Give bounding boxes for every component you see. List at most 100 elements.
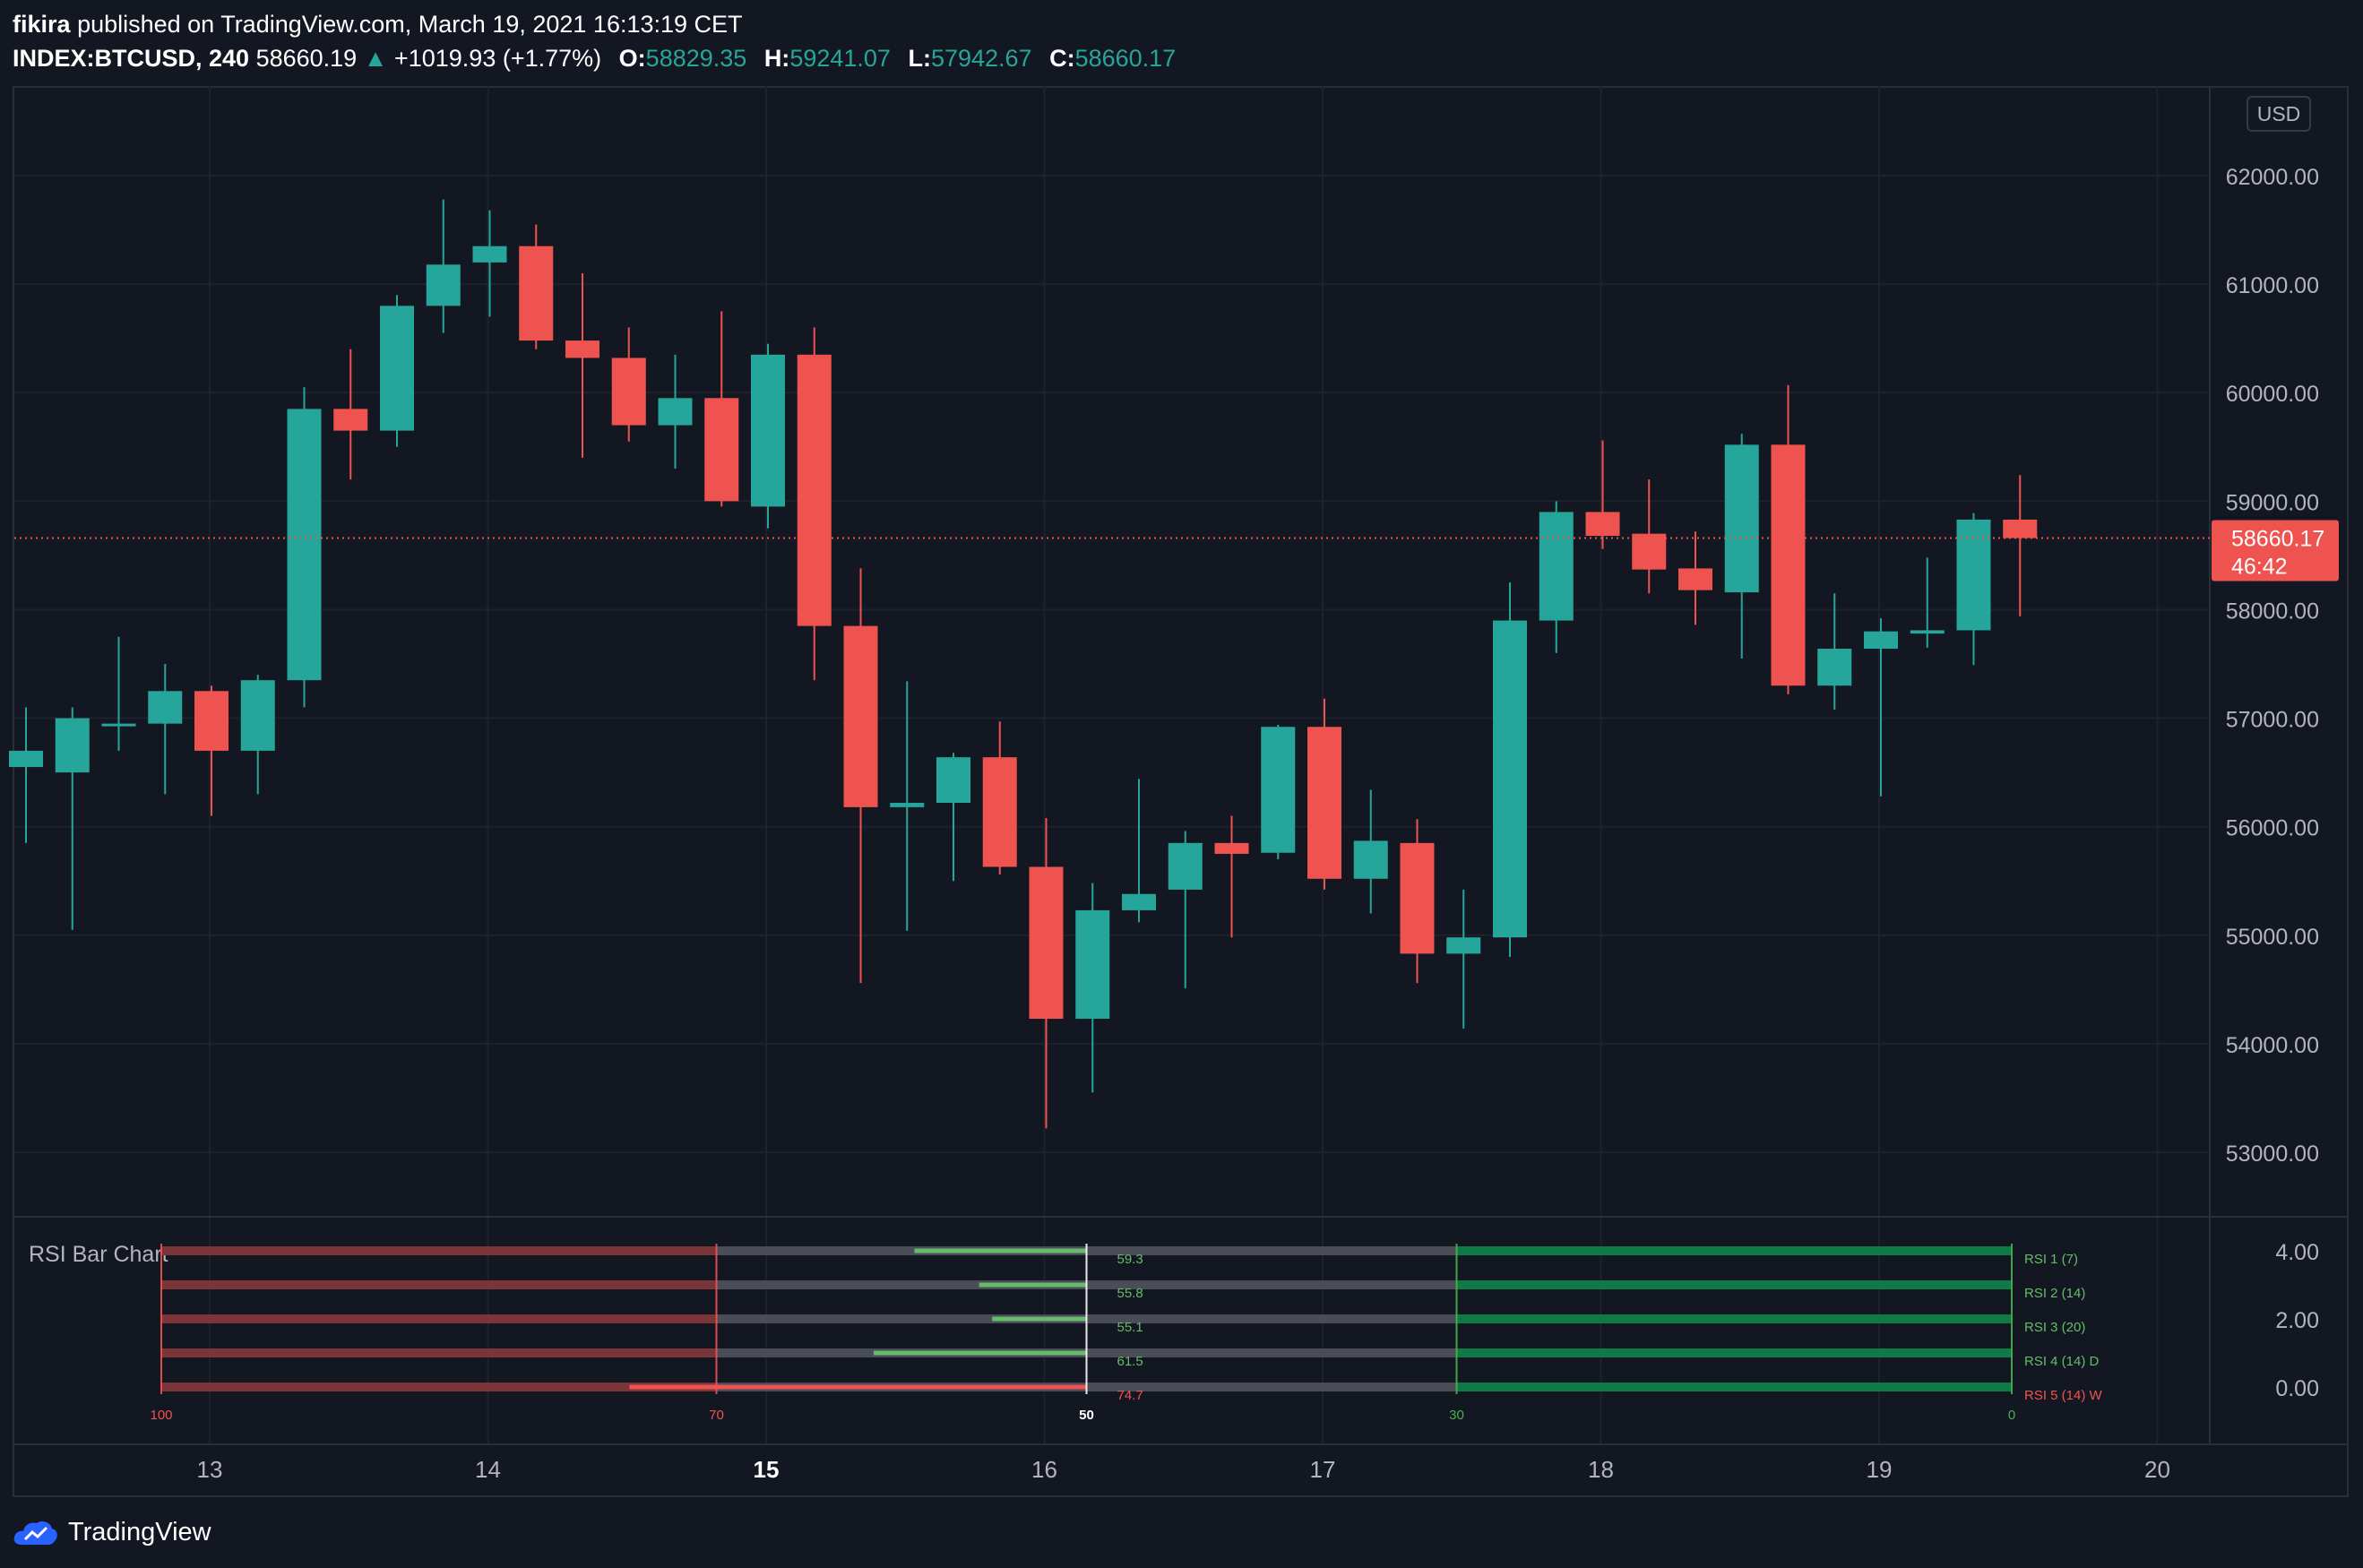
high-label: H: xyxy=(763,45,790,72)
rsi-series-label: RSI 1 (7) xyxy=(2024,1252,2078,1267)
rsi-series-label: RSI 5 (14) W xyxy=(2024,1388,2103,1403)
candle-body xyxy=(751,354,785,507)
candle-body xyxy=(287,409,322,681)
tradingview-logo-icon[interactable] xyxy=(13,1518,59,1546)
candle-body xyxy=(890,803,925,807)
candle-body xyxy=(1122,893,1156,910)
candle-body xyxy=(843,625,878,807)
rsi-value-bar xyxy=(992,1316,1087,1322)
rsi-value-label: 74.7 xyxy=(1117,1388,1143,1403)
rsi-series-label: RSI 3 (20) xyxy=(2024,1320,2085,1335)
price-tick-label: 53000.00 xyxy=(2226,1142,2319,1167)
date-tick-label: 13 xyxy=(197,1456,223,1483)
candle-body xyxy=(936,757,970,804)
date-tick-label: 20 xyxy=(2144,1456,2170,1483)
price-change: +1019.93 (+1.77%) xyxy=(393,45,602,72)
last-price-badge xyxy=(2212,520,2339,582)
candle-body xyxy=(1771,444,1806,686)
candle-body xyxy=(1678,568,1712,590)
date-tick-label: 14 xyxy=(475,1456,501,1483)
candle-body xyxy=(1956,519,1991,631)
date-tick-label: 15 xyxy=(754,1456,780,1483)
rsi-panel-title: RSI Bar Chart xyxy=(29,1242,168,1267)
close-value: 58660.17 xyxy=(1074,45,1177,72)
candle-body xyxy=(1307,727,1341,879)
candle-body xyxy=(1446,937,1481,954)
symbol-line: INDEX:BTCUSD, 240 58660.19 ▲ +1019.93 (+… xyxy=(13,41,2342,75)
candle-body xyxy=(1632,533,1667,570)
candle-body xyxy=(380,306,414,431)
price-tick-label: 57000.00 xyxy=(2226,708,2319,733)
price-tick-label: 61000.00 xyxy=(2226,273,2319,298)
rsi-oversold-zone xyxy=(1456,1314,2012,1323)
price-tick-label: 60000.00 xyxy=(2226,382,2319,407)
candle-body xyxy=(1724,444,1759,593)
rsi-scale-label: 30 xyxy=(1449,1408,1464,1423)
price-tick-label: 54000.00 xyxy=(2226,1033,2319,1058)
rsi-oversold-zone xyxy=(1456,1383,2012,1391)
chart-frame[interactable] xyxy=(13,86,2349,1497)
price-tick-label: 59000.00 xyxy=(2226,490,2319,515)
candle-body xyxy=(55,718,90,773)
date-tick-label: 18 xyxy=(1588,1456,1614,1483)
rsi-scale-label: 50 xyxy=(1079,1408,1094,1423)
open-label: O: xyxy=(618,45,646,72)
date-tick-label: 17 xyxy=(1310,1456,1336,1483)
rsi-overbought-zone xyxy=(161,1383,717,1391)
candle-body xyxy=(240,680,275,751)
publish-line: fikira published on TradingView.com, Mar… xyxy=(13,7,2342,41)
close-label: C: xyxy=(1049,45,1075,72)
rsi-value-bar xyxy=(874,1350,1087,1356)
rsi-series-label: RSI 2 (14) xyxy=(2024,1286,2085,1301)
date-tick-label: 19 xyxy=(1867,1456,1893,1483)
publish-info: published on TradingView.com, March 19, … xyxy=(77,11,743,38)
candle-body xyxy=(1585,512,1620,537)
rsi-axis-tick: 4.00 xyxy=(2275,1240,2319,1265)
candle-body xyxy=(658,398,693,426)
rsi-overbought-zone xyxy=(161,1314,717,1323)
rsi-value-bar xyxy=(979,1282,1087,1288)
candle-body xyxy=(333,409,368,431)
footer: TradingView xyxy=(13,1512,211,1552)
candle-body xyxy=(982,757,1017,867)
bar-countdown: 46:42 xyxy=(2231,554,2288,579)
candle-body xyxy=(1910,630,1945,634)
candle-body xyxy=(1029,866,1064,1020)
last-price-label: 58660.17 xyxy=(2231,526,2324,551)
rsi-overbought-zone xyxy=(161,1280,717,1289)
open-value: 58829.35 xyxy=(645,45,747,72)
symbol-name[interactable]: INDEX:BTCUSD, 240 xyxy=(13,45,250,72)
price-tick-label: 62000.00 xyxy=(2226,165,2319,190)
price-tick-label: 56000.00 xyxy=(2226,816,2319,841)
rsi-value-label: 55.1 xyxy=(1117,1320,1143,1335)
price-tick-label: 55000.00 xyxy=(2226,925,2319,950)
candle-body xyxy=(472,246,507,263)
candle-body xyxy=(797,354,832,626)
candle-body xyxy=(1864,631,1898,650)
rsi-overbought-zone xyxy=(161,1348,717,1357)
rsi-axis-tick: 2.00 xyxy=(2275,1308,2319,1333)
candle-body xyxy=(2003,519,2038,538)
date-tick-label: 16 xyxy=(1031,1456,1057,1483)
candle-body xyxy=(9,750,43,768)
currency-label: USD xyxy=(2257,102,2301,125)
rsi-axis-tick: 0.00 xyxy=(2275,1376,2319,1401)
candle-body xyxy=(1400,842,1435,954)
candle-body xyxy=(1539,512,1574,621)
candle-body xyxy=(1353,840,1388,879)
low-label: L: xyxy=(908,45,931,72)
currency-badge xyxy=(2247,96,2311,132)
footer-brand[interactable]: TradingView xyxy=(68,1517,211,1546)
rsi-value-label: 59.3 xyxy=(1117,1252,1143,1267)
low-value: 57942.67 xyxy=(930,45,1032,72)
candle-body xyxy=(1214,842,1249,854)
candle-body xyxy=(704,398,739,502)
rsi-scale-label: 70 xyxy=(709,1408,724,1423)
rsi-overbought-zone xyxy=(161,1246,717,1255)
candle-body xyxy=(565,340,599,358)
candle-body xyxy=(101,723,136,727)
rsi-oversold-zone xyxy=(1456,1246,2012,1255)
author-name[interactable]: fikira xyxy=(13,11,71,38)
rsi-value-bar xyxy=(629,1384,1087,1390)
